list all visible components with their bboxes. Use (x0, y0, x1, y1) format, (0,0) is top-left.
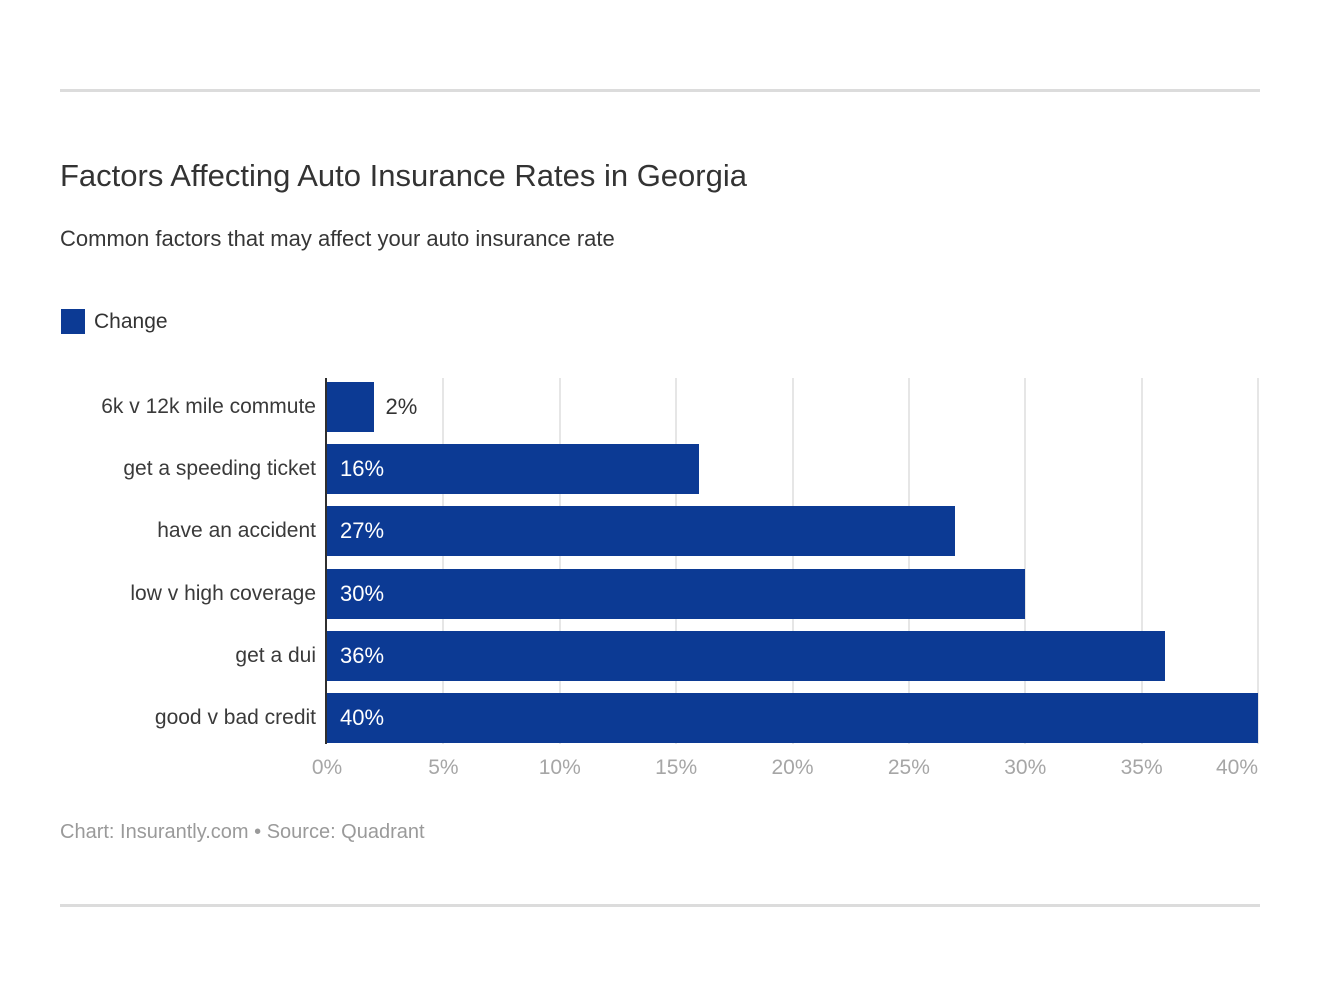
bar-value-label: 27% (340, 518, 385, 544)
bottom-divider (60, 904, 1260, 907)
x-tick-label: 35% (1120, 756, 1163, 779)
gridline (1024, 378, 1027, 744)
top-divider (60, 89, 1260, 92)
bar (327, 506, 956, 557)
category-label: 6k v 12k mile commute (101, 395, 316, 418)
legend-label: Change (94, 309, 168, 333)
gridline (791, 378, 794, 744)
x-tick-label: 0% (311, 756, 343, 779)
bar-value-label: 40% (340, 705, 385, 730)
x-tick-label: 30% (1004, 756, 1047, 779)
gridline (1257, 378, 1259, 744)
chart-title: Factors Affecting Auto Insurance Rates i… (60, 158, 747, 193)
footer-credit: Chart: Insurantly.com • Source: Quadrant (60, 821, 425, 843)
x-tick-label: 15% (655, 756, 698, 779)
legend-swatch (61, 309, 85, 334)
category-label: good v bad credit (154, 706, 316, 729)
bar (327, 444, 700, 495)
legend: Change (61, 309, 168, 334)
plot-area: 2% 16% 27% 30% 36% 40% (325, 378, 1259, 744)
bar (327, 693, 1258, 743)
bar-value-label: 2% (385, 394, 418, 419)
bar (327, 382, 374, 432)
gridline (1140, 378, 1143, 744)
category-label: have an accident (157, 519, 316, 543)
category-label: get a dui (235, 643, 316, 667)
y-axis-line (325, 378, 327, 744)
bar-value-label: 36% (340, 642, 385, 668)
x-tick-label: 25% (887, 756, 930, 779)
x-axis: 0% 5% 10% 15% 20% 25% 30% 35% 40% (312, 756, 1258, 784)
bar (327, 568, 1026, 619)
gridline (558, 378, 561, 744)
bar (327, 630, 1165, 681)
gridline (907, 378, 910, 744)
gridline (442, 378, 445, 744)
x-tick-label: 20% (771, 756, 814, 779)
bar-value-label: 16% (340, 456, 385, 482)
category-label: get a speeding ticket (123, 457, 316, 481)
chart-subtitle: Common factors that may affect your auto… (60, 226, 615, 251)
bar-value-label: 30% (340, 580, 385, 606)
category-label-column: 6k v 12k mile commute get a speeding tick… (60, 378, 316, 744)
x-tick-label: 5% (428, 756, 459, 779)
category-label: low v high coverage (130, 581, 316, 605)
gridline (675, 378, 678, 744)
x-tick-label: 40% (1215, 756, 1258, 779)
x-tick-label: 10% (538, 756, 581, 779)
